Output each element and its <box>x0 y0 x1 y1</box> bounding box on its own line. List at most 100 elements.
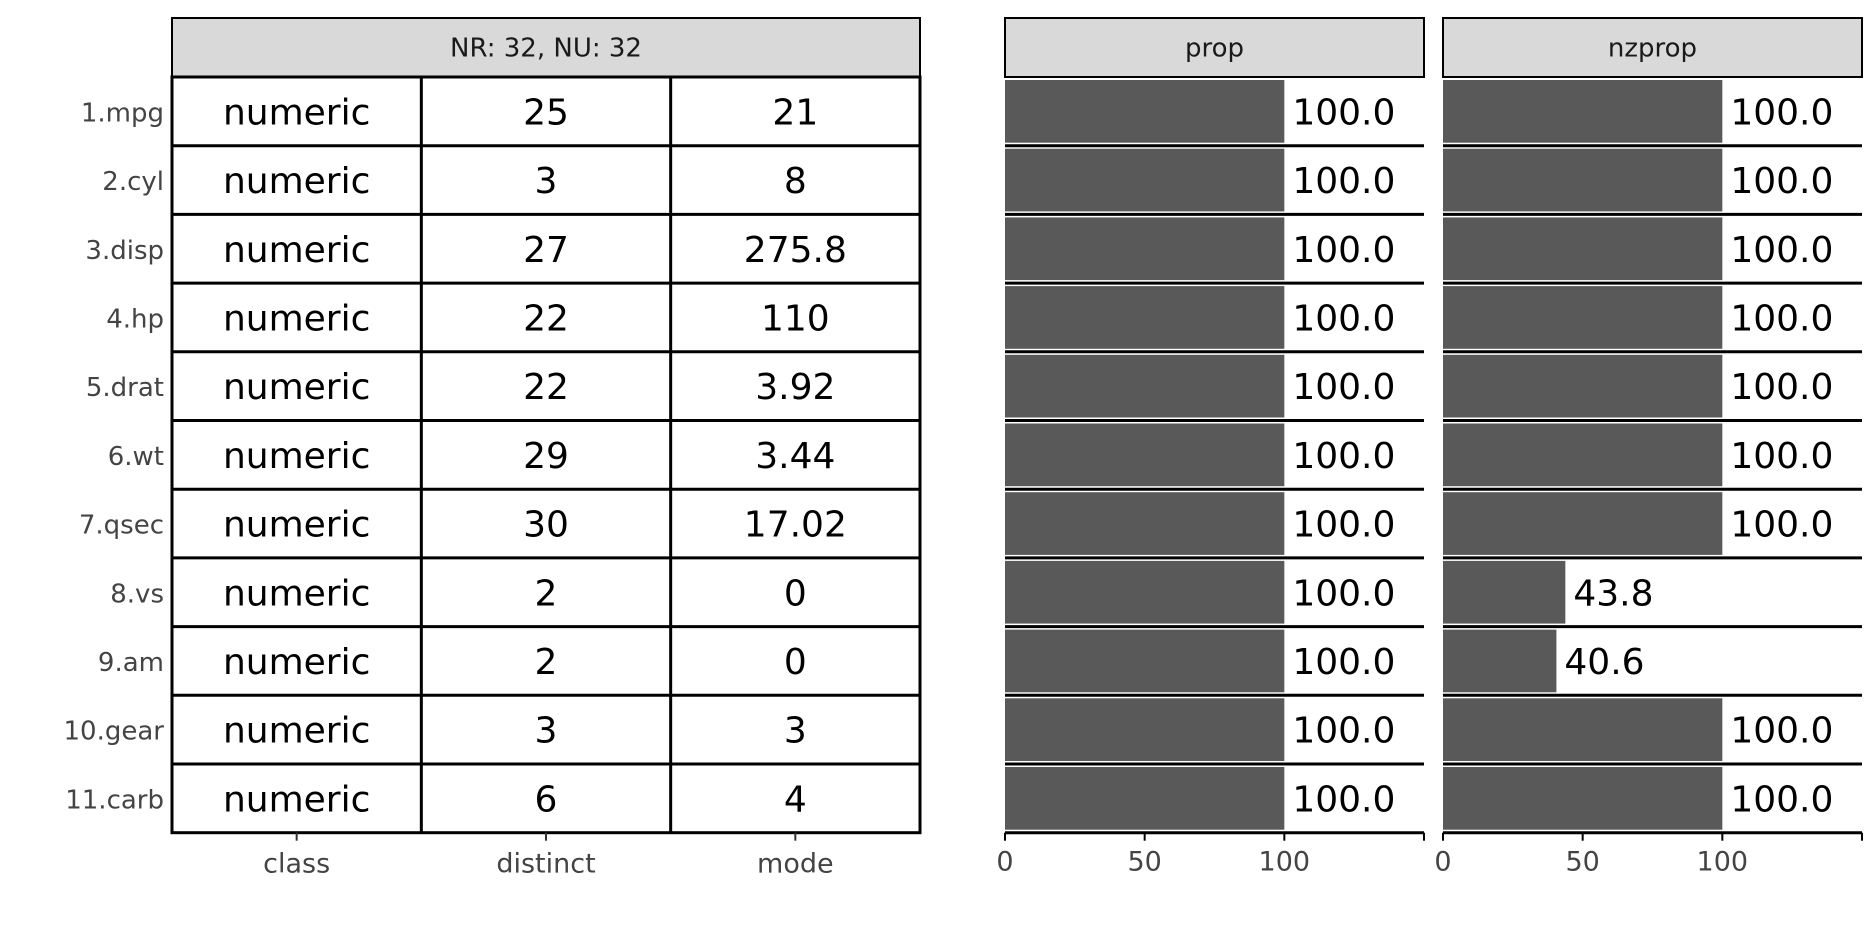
prop-bar-label: 100.0 <box>1292 230 1395 271</box>
table-cell-mode: 3.44 <box>755 436 835 477</box>
prop-bar-label: 100.0 <box>1292 436 1395 477</box>
row-label: 7.qsec <box>79 511 164 541</box>
prop-bar-label: 100.0 <box>1292 161 1395 202</box>
table-cell-mode: 0 <box>784 642 807 683</box>
prop-strip-title: prop <box>1185 34 1244 64</box>
table-cell-class: numeric <box>223 230 370 271</box>
table-strip-title: NR: 32, NU: 32 <box>450 34 642 64</box>
nzprop-bar <box>1443 423 1723 487</box>
prop-bar <box>1005 492 1285 555</box>
prop-bar <box>1005 148 1285 212</box>
row-label: 9.am <box>98 648 164 678</box>
row-label: 10.gear <box>64 717 165 747</box>
table-column-label: distinct <box>496 849 595 880</box>
nzprop-bar <box>1443 354 1723 418</box>
table-cell-mode: 4 <box>784 779 807 820</box>
nzprop-bar <box>1443 698 1723 761</box>
row-label: 2.cyl <box>102 167 164 197</box>
table-cell-distinct: 3 <box>535 711 558 752</box>
prop-bar-label: 100.0 <box>1292 505 1395 546</box>
table-cell-class: numeric <box>223 161 370 202</box>
nzprop-bar <box>1443 286 1723 349</box>
nzprop-x-tick-label: 50 <box>1565 847 1599 878</box>
nzprop-bar <box>1443 560 1566 624</box>
table-cell-mode: 3.92 <box>755 367 835 408</box>
table-cell-class: numeric <box>223 642 370 683</box>
prop-bar-label: 100.0 <box>1292 711 1395 752</box>
prop-bar <box>1005 560 1285 624</box>
nzprop-strip <box>1442 17 1863 78</box>
nzprop-strip-title: nzprop <box>1608 34 1697 64</box>
table-cell-distinct: 2 <box>535 573 558 614</box>
nzprop-bar-label: 100.0 <box>1730 92 1833 133</box>
row-label: 5.drat <box>86 373 164 403</box>
nzprop-bar-label: 43.8 <box>1573 573 1653 614</box>
prop-x-tick-label: 50 <box>1127 847 1161 878</box>
row-label: 1.mpg <box>81 98 164 128</box>
table-cell-distinct: 6 <box>535 779 558 820</box>
table-cell-distinct: 22 <box>523 367 569 408</box>
table-cell-distinct: 29 <box>523 436 569 477</box>
table-cell-class: numeric <box>223 298 370 339</box>
row-label: 3.disp <box>85 236 164 266</box>
nzprop-bar-label: 100.0 <box>1730 505 1833 546</box>
prop-bar-label: 100.0 <box>1292 779 1395 820</box>
nzprop-bar-label: 100.0 <box>1730 367 1833 408</box>
prop-bar <box>1005 354 1285 418</box>
prop-bar <box>1005 286 1285 349</box>
prop-bar <box>1005 629 1285 693</box>
prop-bar <box>1005 80 1285 143</box>
nzprop-bar <box>1443 629 1557 693</box>
prop-bar <box>1005 767 1285 830</box>
nzprop-bar-label: 100.0 <box>1730 711 1833 752</box>
nzprop-bar-label: 100.0 <box>1730 230 1833 271</box>
table-cell-class: numeric <box>223 573 370 614</box>
table-cell-distinct: 27 <box>523 230 569 271</box>
table-cell-class: numeric <box>223 92 370 133</box>
table-cell-mode: 275.8 <box>744 230 847 271</box>
nzprop-panel: nzprop 100.0 100.0 100.0 100.0 100.0 100.0 100.… <box>1434 17 1863 878</box>
nzprop-bar <box>1443 492 1723 555</box>
prop-panel: prop 100.0 100.0 100.0 100.0 100.0 100.0 100.0 1… <box>996 17 1425 878</box>
prop-x-tick-label: 0 <box>996 847 1013 878</box>
table-cell-class: numeric <box>223 436 370 477</box>
prop-bar <box>1005 217 1285 281</box>
nzprop-x-tick-label: 0 <box>1434 847 1451 878</box>
prop-bar-label: 100.0 <box>1292 642 1395 683</box>
table-column-label: mode <box>757 849 834 880</box>
prop-x-tick-label: 100 <box>1259 847 1311 878</box>
table-cell-mode: 8 <box>784 161 807 202</box>
nzprop-bar-label: 40.6 <box>1564 642 1644 683</box>
table-cell-distinct: 25 <box>523 92 569 133</box>
row-label: 11.carb <box>65 785 164 815</box>
table-cell-mode: 110 <box>761 298 830 339</box>
prop-bar <box>1005 698 1285 761</box>
nzprop-bar-label: 100.0 <box>1730 436 1833 477</box>
nzprop-x-tick-label: 100 <box>1697 847 1749 878</box>
prop-strip <box>1004 17 1425 78</box>
nzprop-bar-label: 100.0 <box>1730 161 1833 202</box>
prop-bar-label: 100.0 <box>1292 573 1395 614</box>
table-column-label: class <box>263 849 330 880</box>
table-panel: NR: 32, NU: 32 1.mpg numeric 25 21 2.cyl numer… <box>64 17 922 880</box>
row-label: 6.wt <box>108 442 164 472</box>
table-cell-distinct: 30 <box>523 505 569 546</box>
table-cell-distinct: 2 <box>535 642 558 683</box>
prop-bar-label: 100.0 <box>1292 298 1395 339</box>
nzprop-bar-label: 100.0 <box>1730 298 1833 339</box>
nzprop-bar <box>1443 767 1723 830</box>
nzprop-bar <box>1443 217 1723 281</box>
nzprop-bar <box>1443 80 1723 143</box>
row-label: 8.vs <box>110 579 164 609</box>
table-cell-mode: 0 <box>784 573 807 614</box>
table-cell-class: numeric <box>223 711 370 752</box>
prop-bar-label: 100.0 <box>1292 92 1395 133</box>
table-strip <box>171 17 921 78</box>
table-cell-mode: 17.02 <box>744 505 847 546</box>
table-cell-class: numeric <box>223 367 370 408</box>
prop-bar <box>1005 423 1285 487</box>
nzprop-bar-label: 100.0 <box>1730 779 1833 820</box>
row-label: 4.hp <box>106 304 164 334</box>
table-cell-distinct: 3 <box>535 161 558 202</box>
